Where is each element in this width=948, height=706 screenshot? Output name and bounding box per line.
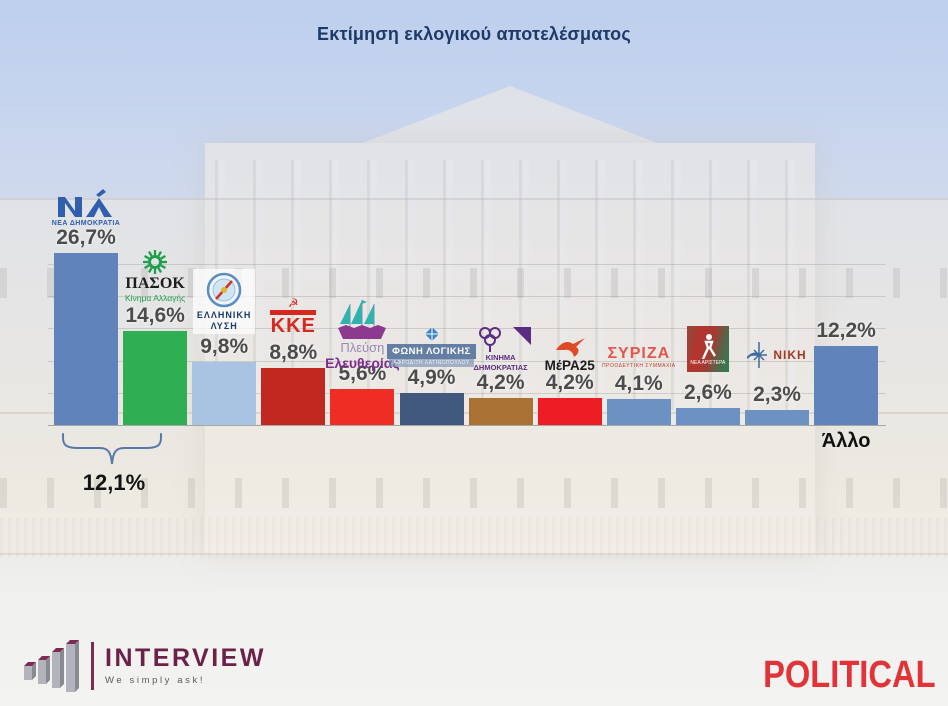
kinima-dimokratias-flower-icon [478, 327, 531, 353]
foni-logikis-diamond-icon [424, 326, 439, 342]
building-window-row [0, 268, 948, 298]
gridline-15pct [48, 328, 886, 330]
party-logo-elliniki-lysi: ΕΛΛΗΝΙΚΗ ΛΥΣΗ [187, 264, 261, 334]
value-label-plefsi-eleftherias: 5,6% [338, 362, 387, 385]
value-label-niki: 2,3% [753, 383, 801, 406]
bar-mera25 [537, 398, 602, 425]
other-category-label: Άλλο [821, 430, 871, 452]
bar-plefsi-eleftherias [330, 389, 395, 425]
kke-hammer-sickle-icon: ☭ [287, 296, 299, 310]
gap-annotation-label: 12,1% [82, 470, 146, 495]
party-logo-mera25: ΜέΡΑ25 [534, 326, 606, 372]
nea-aristera-figure-icon [701, 333, 716, 359]
value-label-elliniki-lysi: 9,8% [200, 335, 249, 358]
interview-bars-icon [24, 640, 79, 692]
party-logo-nea-aristera: ΝΕΑ ΑΡΙΣΤΕΡΑ [685, 322, 731, 372]
bar-syriza [606, 399, 671, 425]
interview-divider [91, 642, 94, 690]
nea-dimokratia-emblem-icon [58, 189, 112, 217]
party-logo-syriza: ΣΥΡΙΖΑ ΠΡΟΟΔΕΥΤΙΚΗ ΣΥΜΜΑΧΙΑ [602, 345, 676, 370]
interview-logo: INTERVIEW We simply ask! [20, 636, 266, 696]
bar-nea-dimokratia [54, 253, 118, 425]
bar-nea-aristera [675, 408, 740, 425]
party-logo-foni-logikis: ΦΩΝΗ ΛΟΓΙΚΗΣ ΑΦΡΟΔΙΤΗ ΛΑΤΙΝΟΠΟΥΛΟΥ [387, 321, 476, 367]
bar-pasok [123, 331, 188, 425]
party-logo-niki: ΝΙΚΗ [742, 342, 812, 368]
party-logo-plefsi-eleftherias: Πλεύση Ελευθερίας [319, 283, 405, 371]
value-label-foni-logikis: 4,9% [407, 366, 456, 389]
gridline-20pct [48, 296, 886, 297]
interview-tagline: We simply ask! [105, 675, 206, 686]
bar-kinima-dimokratias [468, 398, 533, 425]
bar-foni-logikis [399, 393, 464, 425]
x-axis-baseline [48, 425, 886, 426]
bar-elliniki-lysi [192, 362, 257, 425]
pasok-sun-icon [143, 250, 168, 274]
kke-flag-bar [270, 310, 317, 315]
gridline-5pct [48, 392, 886, 394]
value-label-nea-aristera: 2,6% [683, 381, 732, 404]
value-label-kke: 8,8% [269, 341, 318, 364]
mera25-bird-icon [555, 337, 585, 357]
plefsi-ship-icon [338, 299, 387, 339]
building-cornice [0, 198, 948, 200]
gridline-25pct [48, 263, 886, 265]
interview-wordmark: INTERVIEW [105, 644, 266, 672]
building-base-line [0, 553, 948, 555]
background-crowd [0, 518, 948, 558]
building-window-row [0, 478, 948, 508]
value-label-allo: 12,2% [816, 319, 876, 342]
party-logo-pasok: ΠΑΣΟΚ Κίνημα Αλλαγής [120, 245, 190, 303]
bar-kke [261, 368, 326, 425]
party-logo-nea-dimokratia: ΝΕΑ ΔΗΜΟΚΡΑΤΙΑ [47, 181, 125, 227]
elliniki-lysi-compass-icon [206, 272, 242, 307]
niki-star-icon [747, 342, 768, 368]
gap-brace [62, 433, 162, 465]
party-logo-kinima-dimokratias: ΚΙΝΗΜΑ ΔΗΜΟΚΡΑΤΙΑΣ [462, 320, 540, 372]
value-label-syriza: 4,1% [614, 372, 663, 395]
bar-allo [814, 346, 879, 425]
footer: INTERVIEW We simply ask! POLITICAL [0, 630, 948, 706]
nea-aristera-square-icon: ΝΕΑ ΑΡΙΣΤΕΡΑ [686, 326, 729, 372]
value-label-kinima-dimokratias: 4,2% [476, 371, 525, 394]
chart-title: Εκτίμηση εκλογικού αποτελέσματος [317, 24, 631, 44]
value-label-mera25: 4,2% [545, 371, 594, 394]
building-pediment [360, 86, 660, 144]
political-logo: POLITICAL [763, 654, 936, 696]
value-label-pasok: 14,6% [125, 304, 185, 327]
value-label-nea-dimokratia: 26,7% [56, 226, 116, 249]
party-logo-kke: ☭ KKE [270, 296, 317, 337]
bar-niki [745, 410, 809, 425]
